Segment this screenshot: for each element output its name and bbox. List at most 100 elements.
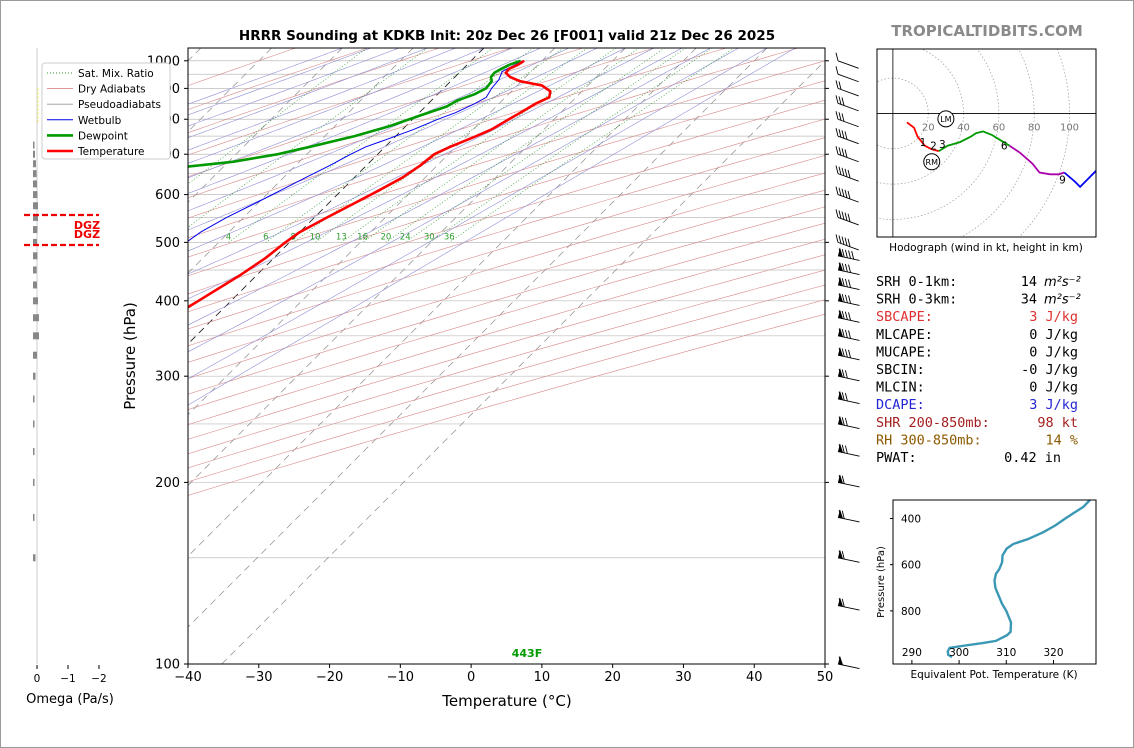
watermark: TROPICALTIDBITS.COM [891,22,1083,40]
right-mover-marker: RM [923,153,941,171]
y-tick-label: 200 [155,476,180,491]
omega-bar [33,150,35,158]
theta-e-y-tick-label: 800 [901,606,921,618]
wind-barb [835,186,859,203]
legend-entry: Pseudoadiabats [47,99,161,111]
legend-entry: Sat. Mix. Ratio [47,68,154,80]
moist-adiabat [188,48,569,212]
wind-barb [837,390,860,405]
x-tick-label: −20 [316,670,343,685]
dry-adiabat [188,48,799,239]
mixing-ratio-label: 16 [357,232,368,242]
omega-bar [33,226,38,234]
x-tick-label: 40 [746,670,763,685]
hodograph-height-label: 2 [930,141,937,153]
moist-adiabat [188,48,739,353]
wetbulb-line [188,60,524,242]
moist-adiabat [188,48,343,105]
omega-bar [33,513,35,521]
y-axis-label: Pressure (hPa) [121,302,139,410]
omega-bar [33,297,38,305]
index-row-mlcape: MLCAPE: 0 J/kg [876,327,1078,343]
index-value: 0.42 in [1004,450,1061,466]
y-tick-label: 300 [155,370,180,385]
hodograph-height-label: 3 [939,139,946,151]
hodograph-ring-label: 100 [1060,122,1079,133]
dry-adiabat [188,254,825,440]
mixing-ratio-label: 13 [336,232,347,242]
index-unit: m²s⁻² [1044,275,1081,290]
omega-bar [33,332,39,340]
wind-barb [835,128,859,145]
hodograph-height-label: 1 [920,137,927,149]
dry-adiabat [188,313,825,496]
omega-bar [33,554,36,562]
dry-adiabat [188,172,825,363]
svg-text:Dry Adiabats: Dry Adiabats [78,84,146,96]
svg-text:Temperature: Temperature [77,146,145,158]
index-label: RH 300-850mb: [876,432,982,448]
hodograph-frame [876,48,1097,238]
isotherm-line [188,48,485,345]
wind-barb [837,549,860,563]
wind-barb [835,52,859,69]
index-value: 3 J/kg [1029,397,1078,413]
moist-adiabat [188,48,626,252]
skew-t-profiles: 1 2 4 6 8 10 13 16 20 24 30 36 [188,59,552,309]
dry-adiabat [188,48,583,178]
wind-barb [835,66,859,83]
moist-adiabat [188,48,796,406]
index-label: MLCAPE: [876,327,933,343]
omega-bar [33,170,37,178]
index-label: MLCIN: [876,380,925,396]
wind-barb [837,327,860,341]
dewpoint-line [188,59,522,168]
mixing-ratio-label: 36 [444,232,455,242]
wind-barb [837,597,860,611]
wind-barb [837,292,860,306]
index-value: 34 [1021,292,1037,308]
index-row-mlcin: MLCIN: 0 J/kg [876,380,1078,396]
moist-adiabat [188,48,371,116]
mixing-ratio-line [341,48,617,243]
wind-barb [835,111,859,128]
chart-legend: Sat. Mix. Ratio Dry Adiabats Pseudoadiabat… [41,62,171,160]
mixing-ratio-line [404,48,687,243]
dry-adiabat [188,99,825,295]
hodograph-ring-label: 40 [957,122,970,133]
dry-adiabat [188,189,825,379]
dry-adiabat [188,60,825,258]
omega-axis-label: Omega (Pa/s) [26,692,114,707]
index-row-pwat: PWAT: 0.42 in [876,450,1061,466]
index-value: 14 [1021,274,1037,290]
omega-bar [33,213,38,221]
wind-barb [837,309,860,323]
dry-adiabat [188,48,368,110]
wind-barb [835,234,859,251]
svg-text:Sat. Mix. Ratio: Sat. Mix. Ratio [78,68,154,80]
mixing-ratio-label: 30 [424,232,435,242]
theta-e-y-tick-label: 600 [901,560,921,572]
dry-adiabat [188,80,825,277]
index-value: 3 J/kg [1029,309,1078,325]
mixing-ratio-label: 6 [263,232,268,242]
hodograph-ring-label: 80 [1028,122,1041,133]
skew-t-axes-frame [187,47,826,665]
hodograph-height-label: 6 [1001,141,1008,153]
mixing-ratio-line [449,48,735,243]
theta-e-x-tick-label: 290 [902,647,922,659]
omega-bar [33,478,35,486]
wind-barbs [835,52,860,670]
omega-bar [33,372,36,380]
dry-adiabat [188,48,655,198]
omega-bar [33,202,38,210]
theta-e-line [946,500,1091,659]
dry-adiabat [188,269,825,455]
svg-text:Wetbulb: Wetbulb [78,115,122,127]
moist-adiabat [188,48,598,231]
index-label: DCAPE: [876,397,925,413]
moist-adiabat [188,48,428,139]
moist-adiabat [188,48,400,127]
index-row-srh03: SRH 0-3km: 34 m²s⁻² [876,292,1081,308]
